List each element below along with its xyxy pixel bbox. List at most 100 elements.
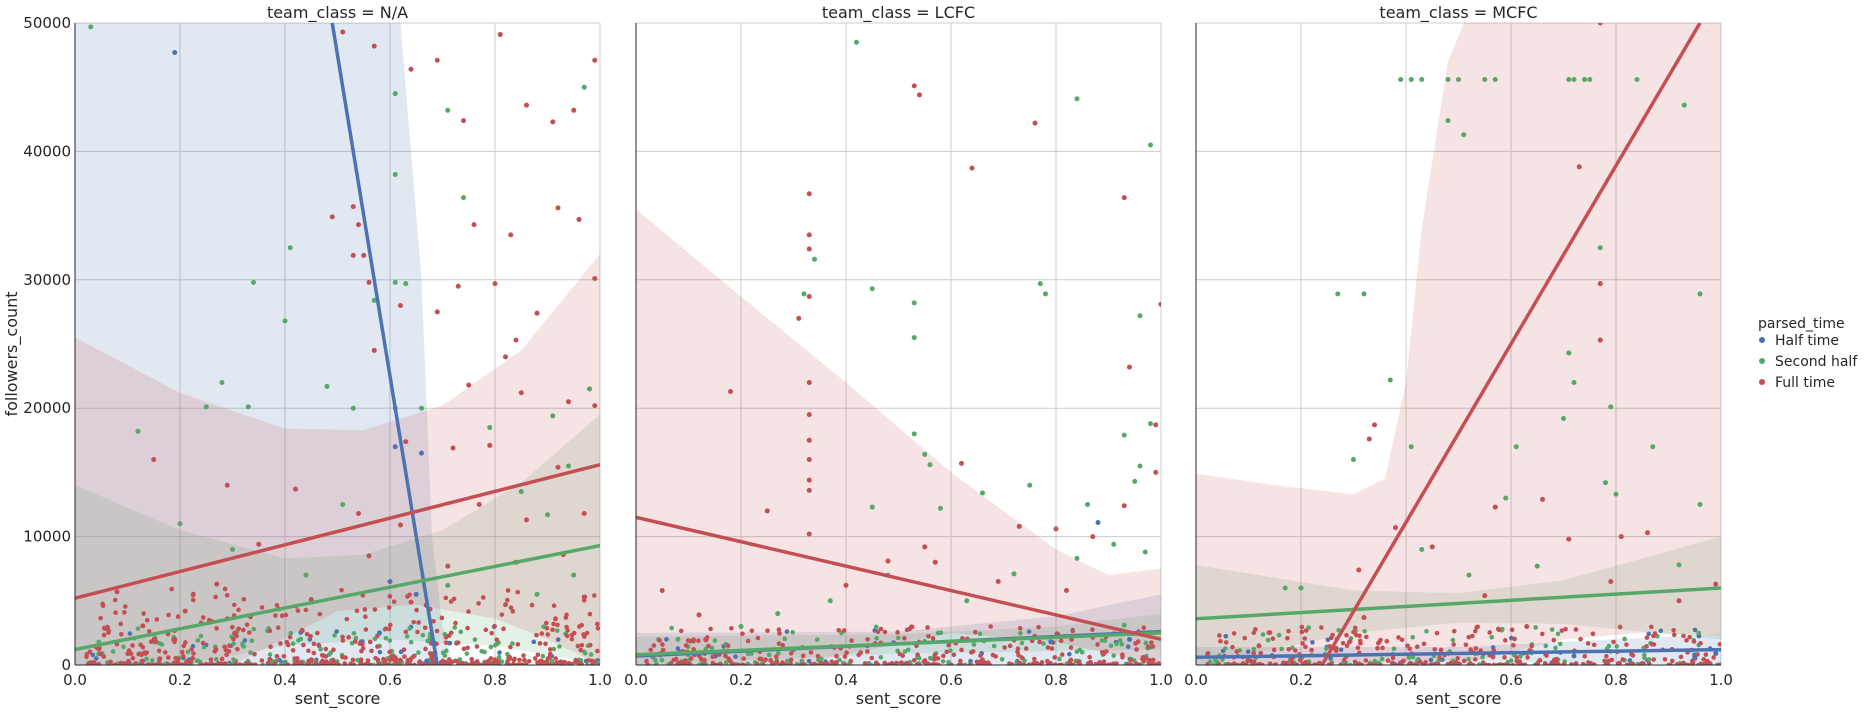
data-point <box>550 119 556 125</box>
data-point <box>169 586 175 592</box>
data-point <box>339 587 344 593</box>
data-point <box>979 662 985 665</box>
data-point <box>431 618 436 624</box>
data-point <box>191 651 196 656</box>
data-point <box>480 595 486 600</box>
data-point <box>1218 638 1223 644</box>
data-point <box>306 648 311 654</box>
data-point <box>696 638 701 644</box>
data-point <box>179 649 185 655</box>
data-point <box>557 644 562 649</box>
data-point <box>1466 656 1471 662</box>
data-point <box>555 464 561 470</box>
data-point <box>466 609 471 614</box>
data-point <box>392 279 398 285</box>
data-point <box>247 630 252 635</box>
data-point <box>1421 641 1427 647</box>
data-point <box>1522 662 1528 665</box>
data-point <box>267 652 273 657</box>
data-point <box>363 627 369 632</box>
data-point <box>1602 658 1607 664</box>
data-point <box>1310 640 1315 645</box>
data-point <box>1102 638 1108 643</box>
data-point <box>392 172 398 178</box>
data-point <box>290 647 296 653</box>
data-point <box>763 657 768 662</box>
data-point <box>1067 659 1073 664</box>
data-point <box>875 629 881 634</box>
data-point <box>434 628 440 634</box>
ci-band-full-time <box>75 254 600 665</box>
data-point <box>704 635 710 640</box>
data-point <box>1143 640 1149 646</box>
data-point <box>508 605 514 611</box>
data-point <box>1514 659 1520 664</box>
data-point <box>1231 631 1237 636</box>
data-point <box>777 631 782 636</box>
data-point <box>323 646 329 652</box>
data-point <box>472 637 478 642</box>
data-point <box>125 651 131 657</box>
data-point <box>1429 544 1435 550</box>
data-point <box>139 652 144 658</box>
data-point <box>465 645 470 651</box>
data-point <box>974 659 980 665</box>
data-point <box>470 660 476 665</box>
data-point <box>1551 637 1557 643</box>
data-point <box>1676 562 1682 568</box>
data-point <box>554 628 560 633</box>
data-point <box>685 638 691 643</box>
data-point <box>443 635 449 640</box>
data-point <box>1026 629 1032 634</box>
data-point <box>371 43 377 49</box>
data-point <box>669 625 674 631</box>
data-point <box>736 662 741 665</box>
plot-area <box>636 39 1161 665</box>
data-point <box>507 662 512 665</box>
data-point <box>856 652 862 658</box>
data-point <box>230 546 235 552</box>
data-point <box>555 205 561 211</box>
data-point <box>350 657 356 663</box>
data-point <box>1461 658 1467 664</box>
data-point <box>1031 661 1036 665</box>
data-point <box>1434 630 1440 636</box>
data-point <box>799 658 805 664</box>
data-point <box>547 655 552 660</box>
data-point <box>927 462 933 468</box>
data-point <box>1691 639 1697 644</box>
data-point <box>253 662 258 665</box>
data-point <box>806 191 812 197</box>
data-point <box>515 642 521 647</box>
series-second-half <box>88 24 592 597</box>
data-point <box>354 608 360 614</box>
data-point <box>1617 660 1622 665</box>
data-point <box>1408 444 1414 450</box>
data-point <box>241 627 246 633</box>
data-point <box>1289 660 1295 665</box>
data-point <box>231 641 237 646</box>
x-tick-label: 0.0 <box>1184 671 1208 689</box>
data-point <box>367 662 373 665</box>
data-point <box>755 635 761 641</box>
data-point <box>497 32 503 38</box>
data-point <box>222 586 228 592</box>
data-point <box>166 612 171 618</box>
data-point <box>806 412 812 418</box>
data-point <box>949 662 954 665</box>
data-point <box>419 405 424 411</box>
data-point <box>1571 380 1577 386</box>
data-point <box>356 222 361 228</box>
data-point <box>454 658 459 664</box>
data-point <box>834 653 839 659</box>
data-point <box>387 649 393 655</box>
x-axis-label: sent_score <box>856 689 942 709</box>
data-point <box>357 641 363 646</box>
data-point <box>776 641 782 646</box>
data-point <box>874 635 879 641</box>
data-point <box>1045 645 1051 650</box>
data-point <box>1099 649 1105 655</box>
data-point <box>1549 627 1555 632</box>
data-point <box>140 644 146 650</box>
data-point <box>1058 638 1064 644</box>
